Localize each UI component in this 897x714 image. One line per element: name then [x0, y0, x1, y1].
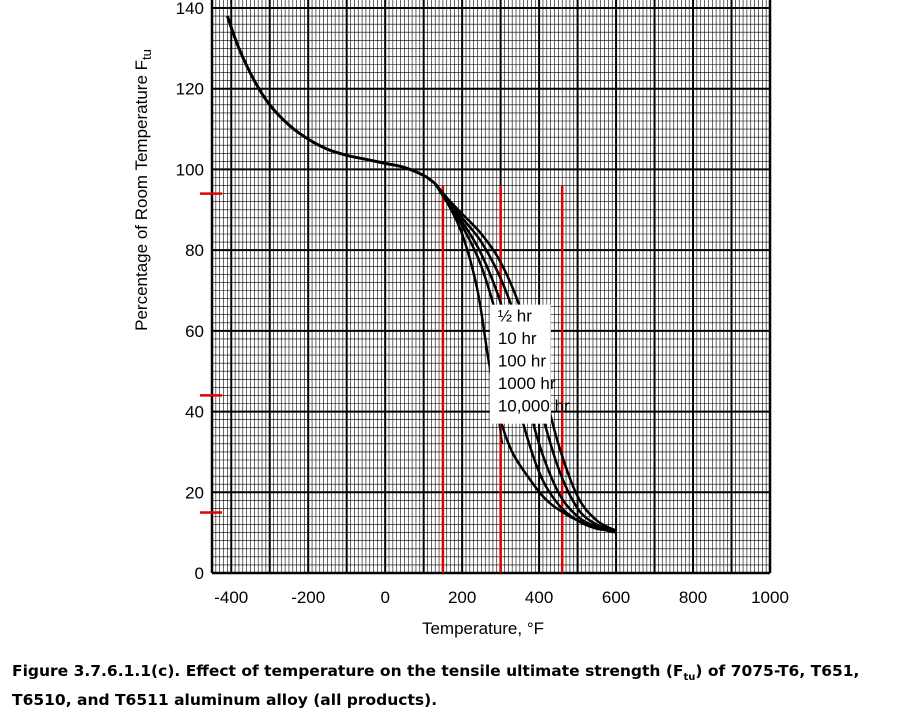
- y-axis-label: Percentage of Room Temperature Ftu: [132, 49, 154, 331]
- caption-prefix: Figure 3.7.6.1.1(c). Effect of temperatu…: [12, 662, 684, 680]
- series-line-4: [434, 182, 617, 534]
- legend-item-2: 100 hr: [498, 352, 547, 371]
- y-tick-label: 100: [176, 160, 204, 179]
- y-tick-label: 120: [176, 80, 204, 99]
- x-tick-label: 400: [525, 588, 553, 607]
- y-tick-label: 0: [195, 564, 204, 583]
- x-tick-label: 600: [602, 588, 630, 607]
- legend-item-1: 10 hr: [498, 329, 537, 348]
- x-tick-label: 200: [448, 588, 476, 607]
- y-axis-label-main: Percentage of Room Temperature F: [132, 60, 151, 331]
- y-tick-label: 60: [185, 322, 204, 341]
- x-tick-labels: -400 -200 0 200 400 600 800 1000: [214, 588, 789, 607]
- grid-minor: [211, 0, 770, 573]
- x-tick-label: 800: [679, 588, 707, 607]
- legend-item-0: ½ hr: [498, 307, 532, 326]
- legend-box: [489, 304, 551, 424]
- legend-item-4: 10,000 hr: [498, 397, 570, 416]
- chart: ½ hr 10 hr 100 hr 1000 hr 10,000 hr -400 -200…: [132, 0, 789, 638]
- x-tick-label: -400: [214, 588, 248, 607]
- x-tick-label: -200: [291, 588, 325, 607]
- legend: ½ hr 10 hr 100 hr 1000 hr 10,000 hr: [498, 307, 570, 416]
- y-tick-label: 80: [185, 241, 204, 260]
- figure-caption: Figure 3.7.6.1.1(c). Effect of temperatu…: [12, 660, 892, 711]
- x-tick-label: 0: [380, 588, 389, 607]
- caption-suffix: ) of 7075-T6, T651, T6510, and T6511 alu…: [12, 662, 860, 710]
- y-tick-labels: 0 20 40 60 80 100 120 140: [176, 0, 204, 583]
- caption-subscript: tu: [683, 672, 696, 684]
- x-tick-label: 1000: [751, 588, 789, 607]
- y-axis-label-subscript: tu: [139, 49, 154, 60]
- y-tick-label: 140: [176, 0, 204, 18]
- y-tick-label: 40: [185, 403, 204, 422]
- y-tick-label: 20: [185, 483, 204, 502]
- grid-major: [210, 0, 772, 575]
- x-axis-label: Temperature, °F: [422, 619, 544, 638]
- legend-item-3: 1000 hr: [498, 374, 556, 393]
- common-curve: [225, 15, 437, 185]
